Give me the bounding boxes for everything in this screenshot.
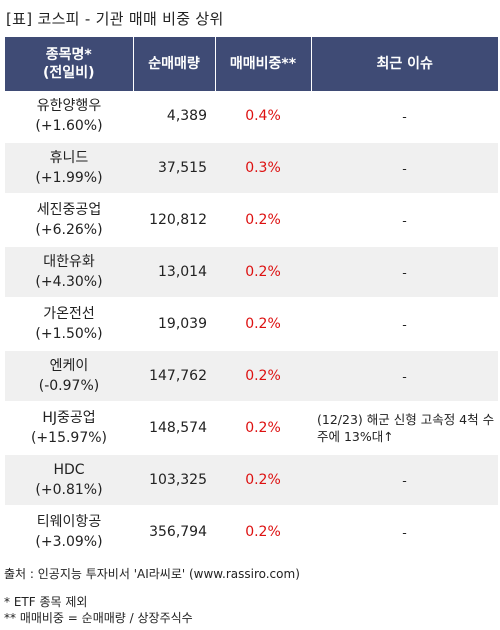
header-name: 종목명* (전일비) <box>5 37 134 91</box>
table-body: 유한양행우 (+1.60%) 4,389 0.4% - 휴니드 (+1.99%) 37,515… <box>5 91 498 559</box>
header-row: 종목명* (전일비) 순매매량 매매비중** 최근 이슈 <box>5 37 498 91</box>
institution-trading-table: 종목명* (전일비) 순매매량 매매비중** 최근 이슈 유한양행우 (+1.60… <box>5 37 498 559</box>
recent-issue-cell: - <box>311 142 498 195</box>
stock-name: 세진중공업 <box>36 202 102 218</box>
recent-issue-cell: - <box>311 454 498 507</box>
recent-issue-cell: - <box>311 194 498 247</box>
table-row: 유한양행우 (+1.60%) 4,389 0.4% - <box>5 91 498 143</box>
header-name-line1: 종목명* <box>45 47 92 63</box>
recent-issue-cell: - <box>311 350 498 403</box>
ratio-formula-note: ** 매매비중 = 순매매량 / 상장주식수 <box>4 611 193 625</box>
table-row: HJ중공업 (+15.97%) 148,574 0.2% (12/23) 해군 신형 고… <box>5 402 498 455</box>
stock-name: HJ중공업 <box>42 410 96 426</box>
table-title: [표] 코스피 - 기관 매매 비중 상위 <box>6 10 224 28</box>
stock-name-cell: 대한유화 (+4.30%) <box>5 246 133 299</box>
net-volume-cell: 147,762 <box>133 350 215 403</box>
net-volume-cell: 120,812 <box>133 194 215 247</box>
stock-name-cell: HJ중공업 (+15.97%) <box>5 402 133 455</box>
table-row: 대한유화 (+4.30%) 13,014 0.2% - <box>5 246 498 299</box>
net-volume-cell: 13,014 <box>133 246 215 299</box>
stock-name: 유한양행우 <box>36 98 102 114</box>
trade-ratio-cell: 0.2% <box>215 402 311 455</box>
table-row: HDC (+0.81%) 103,325 0.2% - <box>5 454 498 507</box>
net-volume-cell: 148,574 <box>133 402 215 455</box>
recent-issue-cell: - <box>311 298 498 351</box>
trade-ratio-cell: 0.2% <box>215 506 311 559</box>
stock-change: (+15.97%) <box>30 430 108 446</box>
header-name-line2: (전일비) <box>43 65 95 81</box>
header-issue: 최근 이슈 <box>311 37 498 91</box>
stock-change: (+0.81%) <box>35 482 103 498</box>
trade-ratio-cell: 0.2% <box>215 298 311 351</box>
stock-change: (+3.09%) <box>35 534 103 550</box>
trade-ratio-cell: 0.2% <box>215 350 311 403</box>
stock-name: 대한유화 <box>43 254 95 270</box>
trade-ratio-cell: 0.2% <box>215 246 311 299</box>
stock-change: (+4.30%) <box>35 274 103 290</box>
table-row: 세진중공업 (+6.26%) 120,812 0.2% - <box>5 194 498 247</box>
stock-name-cell: 유한양행우 (+1.60%) <box>5 91 133 143</box>
header-volume: 순매매량 <box>133 37 216 91</box>
stock-name: HDC <box>53 462 85 478</box>
stock-change: (+1.60%) <box>35 118 103 134</box>
trade-ratio-cell: 0.3% <box>215 142 311 195</box>
table-row: 가온전선 (+1.50%) 19,039 0.2% - <box>5 298 498 351</box>
stock-name-cell: 휴니드 (+1.99%) <box>5 142 133 195</box>
trade-ratio-cell: 0.2% <box>215 454 311 507</box>
trade-ratio-cell: 0.2% <box>215 194 311 247</box>
stock-name-cell: 가온전선 (+1.50%) <box>5 298 133 351</box>
footnotes: 출처 : 인공지능 투자비서 'AI라씨로' (www.rassiro.com)… <box>4 566 300 626</box>
stock-name: 휴니드 <box>49 150 89 166</box>
etf-note: * ETF 종목 제외 <box>4 595 88 609</box>
stock-change: (-0.97%) <box>38 378 100 394</box>
stock-name: 엔케이 <box>49 358 89 374</box>
net-volume-cell: 19,039 <box>133 298 215 351</box>
stock-name: 티웨이항공 <box>36 514 102 530</box>
stock-change: (+1.50%) <box>35 326 103 342</box>
stock-name: 가온전선 <box>43 306 95 322</box>
net-volume-cell: 37,515 <box>133 142 215 195</box>
stock-change: (+1.99%) <box>35 170 103 186</box>
net-volume-cell: 103,325 <box>133 454 215 507</box>
stock-name-cell: HDC (+0.81%) <box>5 454 133 507</box>
net-volume-cell: 356,794 <box>133 506 215 559</box>
net-volume-cell: 4,389 <box>133 91 215 143</box>
stock-name-cell: 엔케이 (-0.97%) <box>5 350 133 403</box>
table-row: 티웨이항공 (+3.09%) 356,794 0.2% - <box>5 506 498 559</box>
recent-issue-cell: - <box>311 506 498 559</box>
table-row: 휴니드 (+1.99%) 37,515 0.3% - <box>5 142 498 195</box>
source-note: 출처 : 인공지능 투자비서 'AI라씨로' (www.rassiro.com) <box>4 567 300 581</box>
stock-name-cell: 세진중공업 (+6.26%) <box>5 194 133 247</box>
recent-issue-cell: - <box>311 91 498 143</box>
trade-ratio-cell: 0.4% <box>215 91 311 143</box>
stock-name-cell: 티웨이항공 (+3.09%) <box>5 506 133 559</box>
recent-issue-cell: - <box>311 246 498 299</box>
stock-change: (+6.26%) <box>35 222 103 238</box>
recent-issue-cell: (12/23) 해군 신형 고속정 4척 수주에 13%대↑ <box>311 402 498 455</box>
header-ratio: 매매비중** <box>215 37 312 91</box>
table-row: 엔케이 (-0.97%) 147,762 0.2% - <box>5 350 498 403</box>
